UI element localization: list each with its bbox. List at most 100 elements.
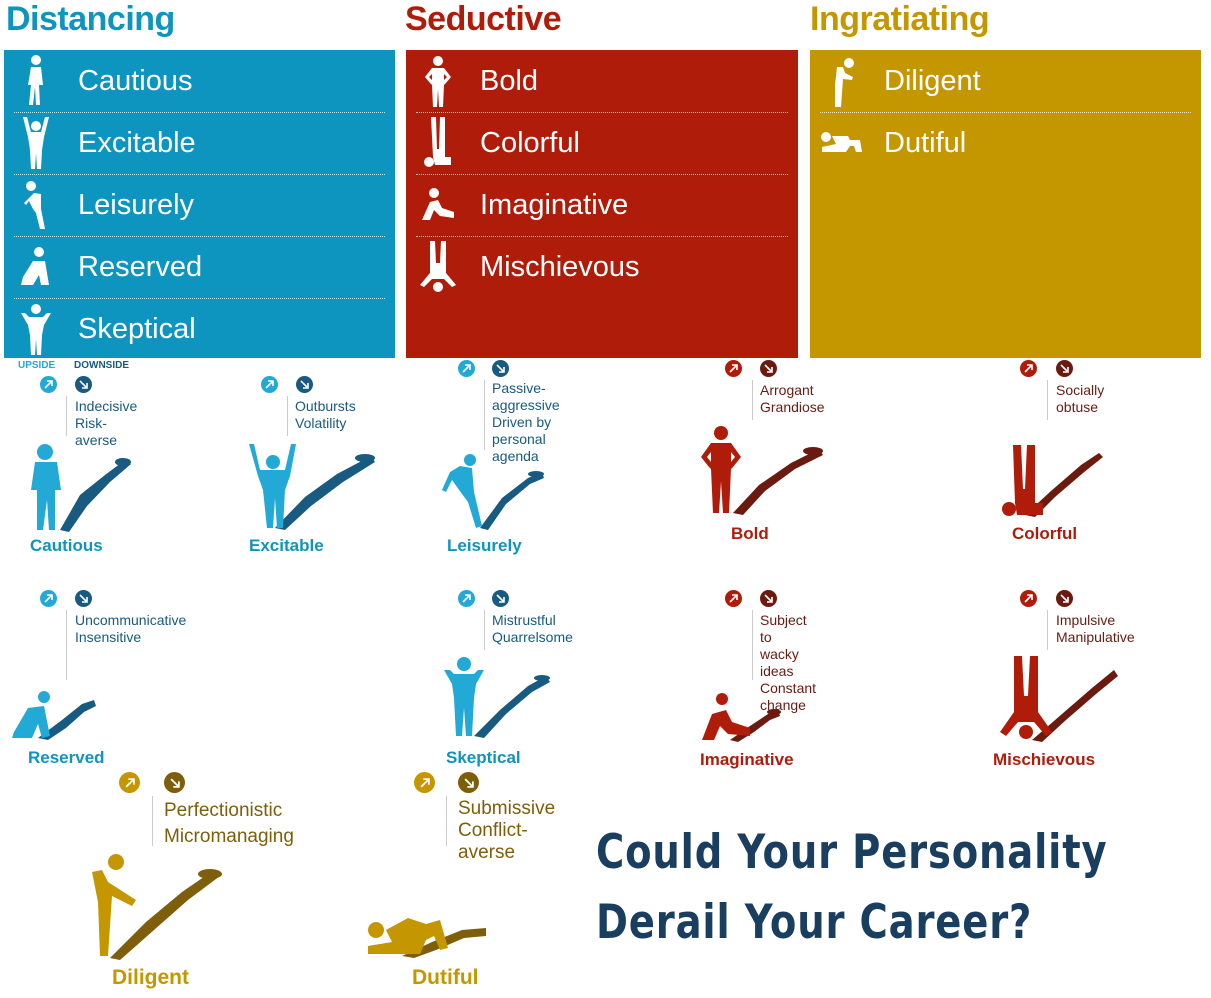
leisurely-figure bbox=[442, 454, 544, 530]
seductive-panel: Bold Colorful Imaginative Mischievous bbox=[406, 50, 798, 358]
divider-line bbox=[484, 380, 485, 450]
trait-name: Colorful bbox=[1012, 524, 1078, 543]
downside-text: Subject to wacky ideas Constant change bbox=[760, 612, 817, 713]
distancing-panel: Cautious Excitable Leisurely Reserved Sk… bbox=[4, 50, 395, 358]
legend-downside: DOWNSIDE bbox=[74, 360, 129, 371]
downside-text: Perfectionistic Micromanaging bbox=[164, 800, 294, 847]
skeptical-figure bbox=[444, 657, 550, 738]
divider bbox=[416, 174, 788, 175]
colorful-figure bbox=[1002, 445, 1103, 517]
downside-arrow-icon bbox=[75, 590, 92, 607]
downside-arrow-icon bbox=[492, 590, 509, 607]
divider bbox=[14, 298, 385, 299]
panel-item-colorful: Colorful bbox=[406, 112, 798, 174]
downside-text: Impulsive Manipulative bbox=[1056, 612, 1135, 645]
divider-line bbox=[484, 610, 485, 650]
upside-arrow-icon bbox=[725, 590, 742, 607]
ingratiating-panel: Diligent Dutiful bbox=[810, 50, 1201, 358]
trait-name: Dutiful bbox=[412, 966, 479, 989]
panel-item-label: Reserved bbox=[78, 250, 203, 283]
panel-item-label: Bold bbox=[480, 64, 539, 97]
reclining-person-icon bbox=[416, 179, 460, 231]
downside-text: Uncommunicative Insensitive bbox=[75, 612, 187, 645]
downside-arrow-icon bbox=[75, 376, 92, 393]
downside-arrow-icon bbox=[1056, 590, 1073, 607]
panel-item-dutiful: Dutiful bbox=[810, 112, 1201, 174]
trait-name: Leisurely bbox=[447, 536, 522, 555]
panel-item-imaginative: Imaginative bbox=[406, 174, 798, 236]
downside-text: Arrogant Grandiose bbox=[760, 382, 825, 415]
trait-name: Bold bbox=[731, 524, 769, 543]
mischievous-figure bbox=[1000, 656, 1118, 742]
downside-text: Indecisive Risk-averse bbox=[75, 398, 138, 448]
trait-name: Excitable bbox=[249, 536, 324, 555]
ingratiating-title: Ingratiating bbox=[810, 0, 990, 38]
panel-item-mischievous: Mischievous bbox=[406, 236, 798, 298]
divider-line bbox=[152, 796, 153, 846]
upside-arrow-icon bbox=[458, 590, 475, 607]
panel-item-cautious: Cautious bbox=[4, 50, 395, 112]
upside-arrow-icon bbox=[1020, 590, 1037, 607]
excitable-figure bbox=[249, 444, 375, 530]
downside-arrow-icon bbox=[164, 772, 185, 793]
shrugging-person-icon bbox=[14, 303, 58, 355]
panel-item-diligent: Diligent bbox=[810, 50, 1201, 112]
panel-item-label: Imaginative bbox=[480, 188, 629, 221]
diligent-figure bbox=[92, 854, 222, 960]
headline-line-1: Could Your Personality bbox=[596, 825, 1108, 880]
downside-arrow-icon bbox=[492, 360, 509, 377]
hands-on-hips-person-icon bbox=[416, 55, 460, 107]
divider-line bbox=[66, 610, 67, 680]
panel-item-label: Diligent bbox=[884, 64, 981, 97]
divider bbox=[416, 112, 788, 113]
upside-arrow-icon bbox=[261, 376, 278, 393]
upside-arrow-icon bbox=[40, 590, 57, 607]
upside-arrow-icon bbox=[414, 772, 435, 793]
reserved-figure bbox=[12, 691, 96, 740]
downside-arrow-icon bbox=[1056, 360, 1073, 377]
panel-item-label: Colorful bbox=[480, 126, 580, 159]
kneeling-person-icon bbox=[820, 117, 864, 169]
divider bbox=[416, 236, 788, 237]
divider-line bbox=[66, 396, 67, 436]
divider-line bbox=[752, 610, 753, 680]
downside-arrow-icon bbox=[296, 376, 313, 393]
downside-text: Mistrustful Quarrelsome bbox=[492, 612, 573, 645]
headline-line-2: Derail Your Career? bbox=[596, 895, 1033, 950]
upside-arrow-icon bbox=[725, 360, 742, 377]
panel-item-label: Mischievous bbox=[480, 250, 640, 283]
bold-figure bbox=[701, 426, 823, 515]
panel-item-label: Leisurely bbox=[78, 188, 195, 221]
sitting-person-icon bbox=[14, 241, 58, 293]
trait-name: Mischievous bbox=[993, 750, 1096, 769]
distancing-title: Distancing bbox=[6, 0, 175, 38]
panel-item-label: Excitable bbox=[78, 126, 196, 159]
downside-arrow-icon bbox=[760, 360, 777, 377]
seductive-title: Seductive bbox=[405, 0, 562, 38]
downside-arrow-icon bbox=[458, 772, 479, 793]
trait-name: Reserved bbox=[28, 748, 105, 767]
standing-person-icon bbox=[14, 55, 58, 107]
trait-name: Imaginative bbox=[700, 750, 794, 769]
headline: Could Your Personality Derail Your Caree… bbox=[596, 818, 1107, 958]
panel-item-label: Skeptical bbox=[78, 312, 196, 345]
bowing-person-icon bbox=[820, 55, 864, 107]
divider-line bbox=[1047, 610, 1048, 650]
leaning-person-icon bbox=[14, 179, 58, 231]
downside-text: Submissive Conflict-averse bbox=[458, 798, 556, 863]
divider-line bbox=[752, 380, 753, 420]
downside-text: Passive-aggressive Driven by personal agen… bbox=[492, 380, 560, 464]
panel-item-excitable: Excitable bbox=[4, 112, 395, 174]
divider bbox=[14, 236, 385, 237]
imaginative-figure bbox=[702, 693, 781, 742]
divider-line bbox=[287, 396, 288, 436]
downside-text: Socially obtuse bbox=[1056, 382, 1105, 415]
upside-down-person-icon bbox=[416, 241, 460, 293]
divider bbox=[14, 174, 385, 175]
dutiful-figure bbox=[368, 918, 486, 958]
headstand-person-icon bbox=[416, 117, 460, 169]
panel-item-skeptical: Skeptical bbox=[4, 298, 395, 360]
divider bbox=[14, 112, 385, 113]
panel-item-bold: Bold bbox=[406, 50, 798, 112]
downside-text: Outbursts Volatility bbox=[295, 398, 356, 431]
